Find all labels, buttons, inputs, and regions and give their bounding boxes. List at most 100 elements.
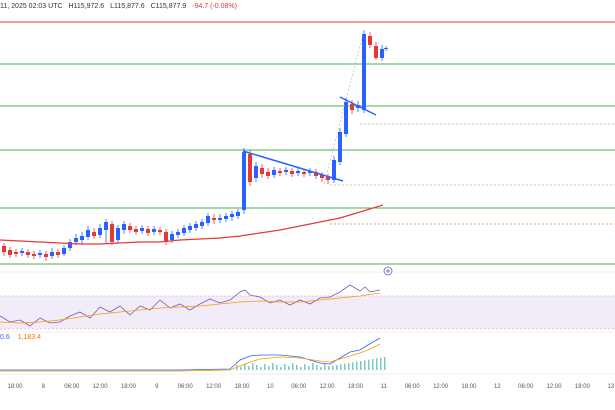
candle [272,167,276,178]
candle [242,148,246,214]
candle-body [38,253,42,255]
candle-body [188,226,192,230]
header-change: -94.7 (-0.08%) [192,3,237,10]
trend-line-upper[interactable] [339,96,377,116]
time-axis-label: 8 [42,384,46,390]
candle [68,239,72,251]
candle-body [338,132,342,162]
time-axis-label: 18:00 [575,384,591,390]
projection-line [323,34,364,185]
macd-bar [256,365,258,370]
candle-body [206,216,210,223]
candle-body [74,238,78,242]
candle [116,225,120,243]
candle-body [20,251,24,253]
candle-body [92,232,96,236]
candle [146,226,150,236]
time-axis-label: 13 [607,384,614,390]
candle-body [212,218,216,220]
time-axis-label: 12:00 [433,384,449,390]
header-high: H115,972.6 [68,3,105,10]
alert-icon[interactable] [383,266,393,276]
macd-bar [380,357,382,370]
candle-body [248,154,252,182]
candle-body [140,228,144,231]
time-axis: 18:00 8 06:00 12:00 18:00 9 06:00 12:00 18:00 10 0… [7,384,614,390]
candle [176,229,180,238]
macd-line [0,337,381,371]
macd-bar [308,366,310,370]
candle-body [50,252,54,256]
macd-bar [316,365,318,370]
macd-bar [292,363,294,370]
candle-body [44,254,48,257]
candle-body [86,230,90,237]
candle-body [164,232,168,242]
candle-body [56,252,60,255]
candle-body [8,250,12,255]
alert-icon-mark [386,269,390,273]
macd-bar [352,362,354,370]
candle-body [384,48,388,49]
candle [212,214,216,224]
macd-bar [284,364,286,370]
candle [56,249,60,258]
time-axis-label: 18:00 [348,384,364,390]
candle-body [110,224,114,242]
candle [302,169,306,177]
candle-body [254,166,258,178]
header-close: C115,877.9 [150,3,187,10]
time-axis-label: 10 [267,384,274,390]
macd-value-1: 0.6 [0,334,10,341]
macd-bar [280,367,282,370]
header-time: 11, 2025 02:03 UTC [0,3,63,10]
candle [86,226,90,240]
candle-body [68,242,72,248]
macd-bar [248,366,250,370]
macd-bar [336,365,338,370]
candle [92,228,96,239]
candle-body [158,230,162,232]
candle-body [326,177,330,180]
time-axis-label: 06:00 [178,384,194,390]
candle-body [170,234,174,240]
macd-bar [384,357,386,370]
candle-body [290,171,294,174]
candle-body [362,34,366,110]
macd-bar [372,359,374,370]
candle [260,164,264,178]
time-axis-label: 12 [494,384,501,390]
candle [20,248,24,256]
candle [50,248,54,259]
candle-body [2,246,6,252]
candle [254,162,258,182]
candle-body [374,46,378,58]
macd-bar [368,359,370,370]
candle [44,251,48,261]
candle-body [272,170,276,175]
time-axis-label: 18:00 [121,384,137,390]
candle-body [284,170,288,172]
candle [164,229,168,245]
candle [14,249,18,257]
candle [158,227,162,235]
candle-body [296,171,300,173]
candle [380,45,384,61]
time-axis-label: 06:00 [291,384,307,390]
candle-body [98,228,102,235]
candle [62,245,66,256]
candle [182,225,186,236]
candle-body [380,49,384,58]
candle [248,150,252,186]
candle-body [218,218,222,220]
candle-body [14,252,18,254]
macd-bar [272,363,274,370]
candle-body [260,168,264,174]
candle [188,223,192,233]
candle [338,128,342,165]
candle-body [278,171,282,173]
time-axis-label: 18:00 [461,384,477,390]
candle [38,250,42,258]
macd-bar [376,358,378,370]
